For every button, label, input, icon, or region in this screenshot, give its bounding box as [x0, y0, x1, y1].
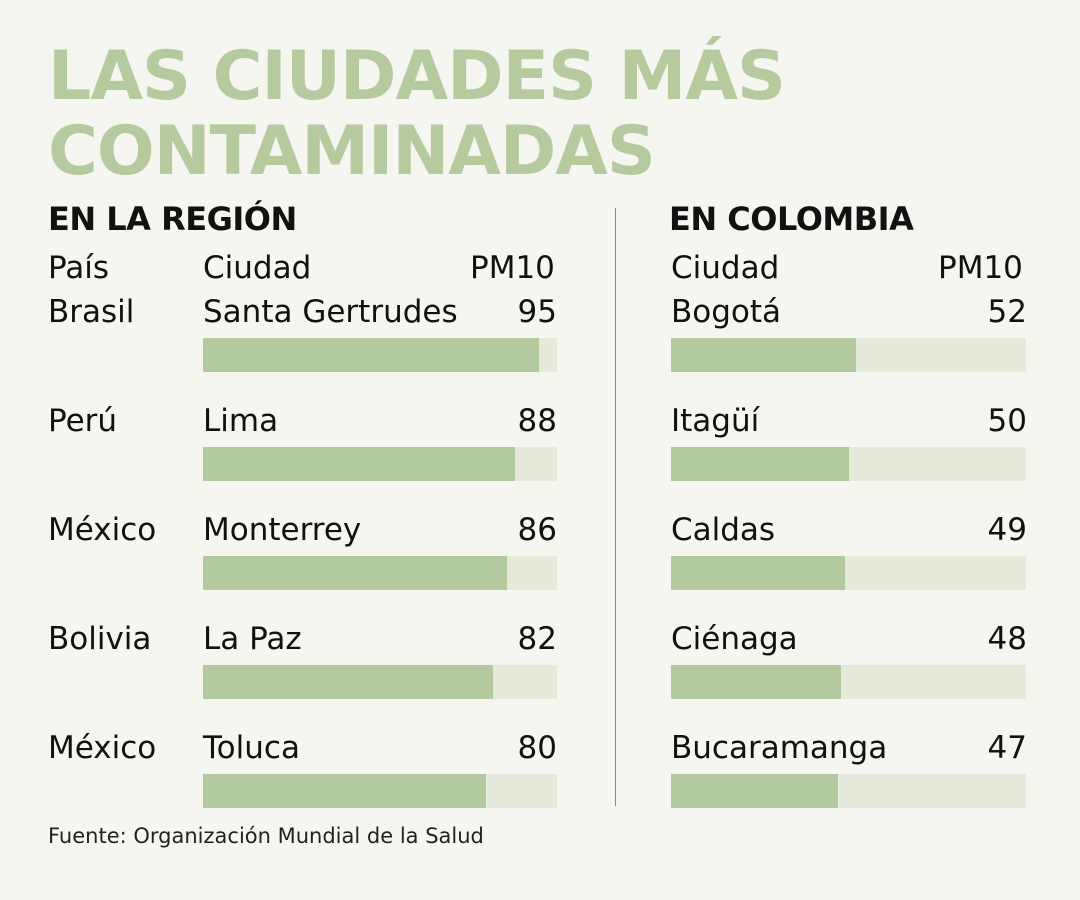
value-label: 50 — [987, 403, 1027, 439]
bar-track — [671, 338, 1026, 372]
bar-track — [671, 665, 1026, 699]
bar-track — [203, 556, 557, 590]
source-note: Fuente: Organización Mundial de la Salud — [48, 824, 484, 848]
bar-track — [671, 774, 1026, 808]
value-label: 80 — [517, 730, 557, 766]
bar — [671, 338, 856, 372]
value-label: 82 — [517, 621, 557, 657]
city-label: Toluca — [203, 730, 300, 766]
region-subtitle: EN LA REGIÓN — [48, 200, 297, 238]
bar — [671, 774, 838, 808]
bar — [671, 556, 845, 590]
bar — [671, 447, 849, 481]
bar-track — [671, 556, 1026, 590]
country-label: México — [48, 512, 157, 548]
bar — [203, 447, 515, 481]
value-label: 86 — [517, 512, 557, 548]
region-header-value: PM10 — [470, 250, 555, 286]
value-label: 48 — [987, 621, 1027, 657]
bar — [671, 665, 842, 699]
city-label: Monterrey — [203, 512, 362, 548]
value-label: 49 — [987, 512, 1027, 548]
city-label: Santa Gertrudes — [203, 294, 458, 330]
value-label: 88 — [517, 403, 557, 439]
country-label: México — [48, 730, 157, 766]
colombia-subtitle: EN COLOMBIA — [669, 200, 914, 238]
region-header-country: País — [48, 250, 110, 286]
country-label: Perú — [48, 403, 118, 439]
column-divider — [615, 208, 616, 806]
city-label: Lima — [203, 403, 279, 439]
bar-track — [671, 447, 1026, 481]
bar — [203, 665, 494, 699]
city-label: La Paz — [203, 621, 302, 657]
colombia-header-city: Ciudad — [671, 250, 780, 286]
value-label: 52 — [987, 294, 1027, 330]
city-label: Ciénaga — [671, 621, 798, 657]
title-line-2: CONTAMINADAS — [48, 112, 656, 191]
country-label: Brasil — [48, 294, 135, 330]
region-header-city: Ciudad — [203, 250, 312, 286]
value-label: 47 — [987, 730, 1027, 766]
bar-track — [203, 447, 557, 481]
city-label: Itagüí — [671, 403, 760, 439]
value-label: 95 — [517, 294, 557, 330]
country-label: Bolivia — [48, 621, 152, 657]
title-line-1: LAS CIUDADES MÁS — [48, 37, 786, 116]
city-label: Caldas — [671, 512, 776, 548]
bar — [203, 556, 508, 590]
bar — [203, 774, 487, 808]
bar-track — [203, 774, 557, 808]
bar-track — [203, 665, 557, 699]
bar-track — [203, 338, 557, 372]
city-label: Bucaramanga — [671, 730, 888, 766]
bar — [203, 338, 540, 372]
city-label: Bogotá — [671, 294, 782, 330]
colombia-header-value: PM10 — [938, 250, 1023, 286]
